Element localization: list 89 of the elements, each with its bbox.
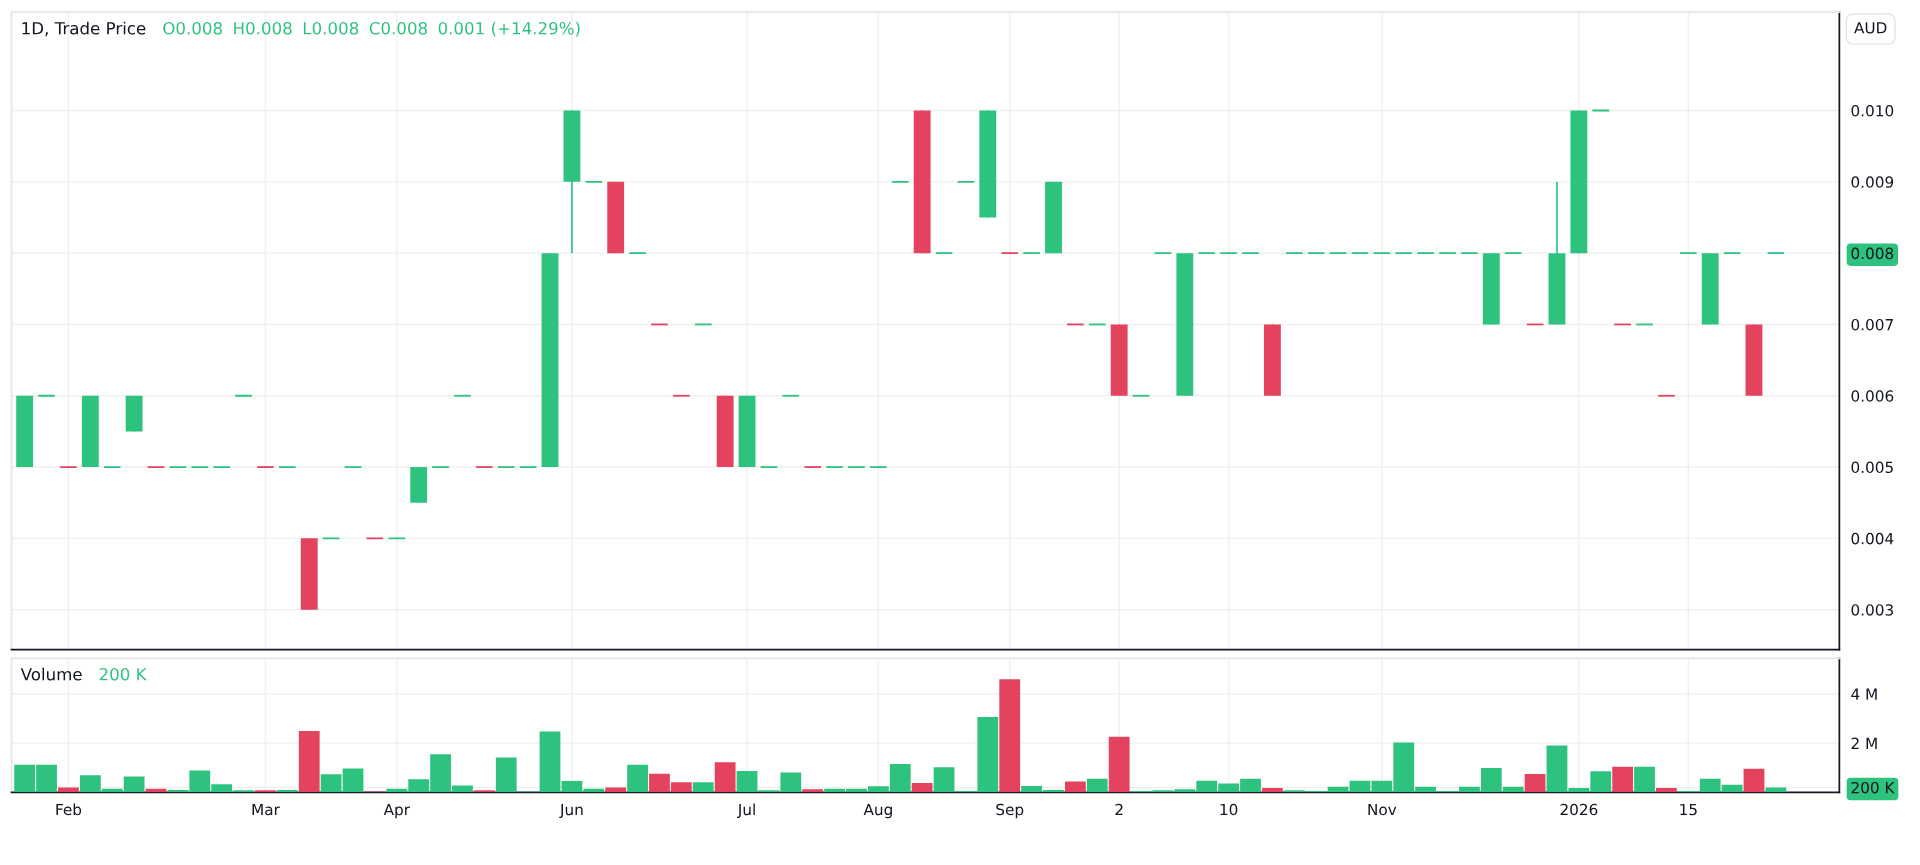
bar [1743,768,1765,793]
x-tick-label: Apr [383,803,410,819]
bar [1064,781,1086,793]
annotation: L0.008 [303,21,359,35]
candlestick [1722,252,1742,255]
y-tick-label: 0.009 [1851,176,1894,188]
x-tick-label: 15 [1680,803,1697,816]
bar [1612,766,1634,793]
candlestick [1153,252,1173,255]
candlestick [1197,252,1216,255]
bar [539,731,561,793]
candlestick [1022,252,1041,255]
bar [298,731,320,793]
annotation: O0.008 [163,21,222,35]
x-tick-label: Jul [737,803,755,819]
candlestick [1766,252,1786,255]
candlestick [934,252,954,255]
candlestick [1657,394,1676,397]
annotation: 200 K [99,667,147,681]
bar [627,764,648,793]
bar [1262,787,1283,793]
bar [58,787,79,793]
candlestick [1131,394,1151,397]
candlestick [1306,252,1326,255]
candlestick [365,537,385,540]
chart-title: Volume [20,667,82,681]
candlestick [1416,252,1435,255]
candlestick [1438,252,1457,255]
y-tick-label: 2 M [1851,737,1877,749]
bar [692,782,714,793]
candlestick [1285,252,1304,255]
x-tick-label: Feb [56,803,82,816]
annotation: 0.001 (+14.29%) [438,21,580,37]
candlestick [956,180,976,183]
bar [714,762,736,793]
candlestick [1394,252,1413,255]
bar [911,782,933,793]
candlestick [1000,252,1019,255]
candlestick [1219,252,1238,255]
candlestick [1503,252,1523,255]
bar [605,787,627,793]
annotation: H0.008 [234,21,292,35]
y-tick-label: 0.007 [1851,318,1893,331]
candlestick [1679,252,1698,255]
bar [1086,778,1108,793]
bar [999,679,1021,793]
bar [1765,787,1787,793]
x-tick-label: Aug [863,803,892,819]
y-tick-label: 0.005 [1851,461,1893,474]
bar [1656,787,1677,793]
bar [1108,736,1130,793]
y-tick-label: 0.006 [1851,390,1894,402]
x-tick-label: Jun [559,803,583,819]
text: 1D, Trade Price [22,21,146,37]
annotation: C0.008 [369,21,427,35]
candlestick [453,394,472,397]
y-tick-label: 200 K [1851,781,1895,794]
candlestick [628,252,647,255]
bar [736,770,758,793]
candlestick [1328,252,1348,255]
x-tick-label: 2026 [1560,803,1598,816]
candlestick [321,537,341,540]
x-tick-label: 10 [1220,803,1238,816]
candlestick [37,394,56,397]
candlestick [1460,252,1479,255]
x-tick-label: Mar [252,803,280,816]
y-tick-label: 0.008 [1851,247,1894,260]
bar [1524,773,1546,793]
x-tick-label: Nov [1368,803,1397,816]
bar [933,767,955,793]
candlestick [672,394,691,397]
x-tick-label: 2 [1115,803,1123,816]
candlestick [387,537,407,540]
candlestick [1372,252,1392,255]
y-tick-label: 4 M [1851,688,1877,700]
bar [802,789,824,793]
y-axis-title: AUD [1854,22,1887,34]
y-tick-label: 0.004 [1851,532,1894,545]
x-tick-label: Sep [996,803,1024,819]
candlestick [1350,252,1370,255]
y-tick-label: 0.010 [1851,104,1894,117]
candlestick [234,394,253,397]
candlestick [1241,252,1260,255]
candlestick [584,180,604,183]
bar [1634,766,1655,793]
candlestick [781,394,801,397]
bar [495,757,517,793]
y-tick-label: 0.003 [1851,604,1893,616]
candlestick [891,180,910,183]
